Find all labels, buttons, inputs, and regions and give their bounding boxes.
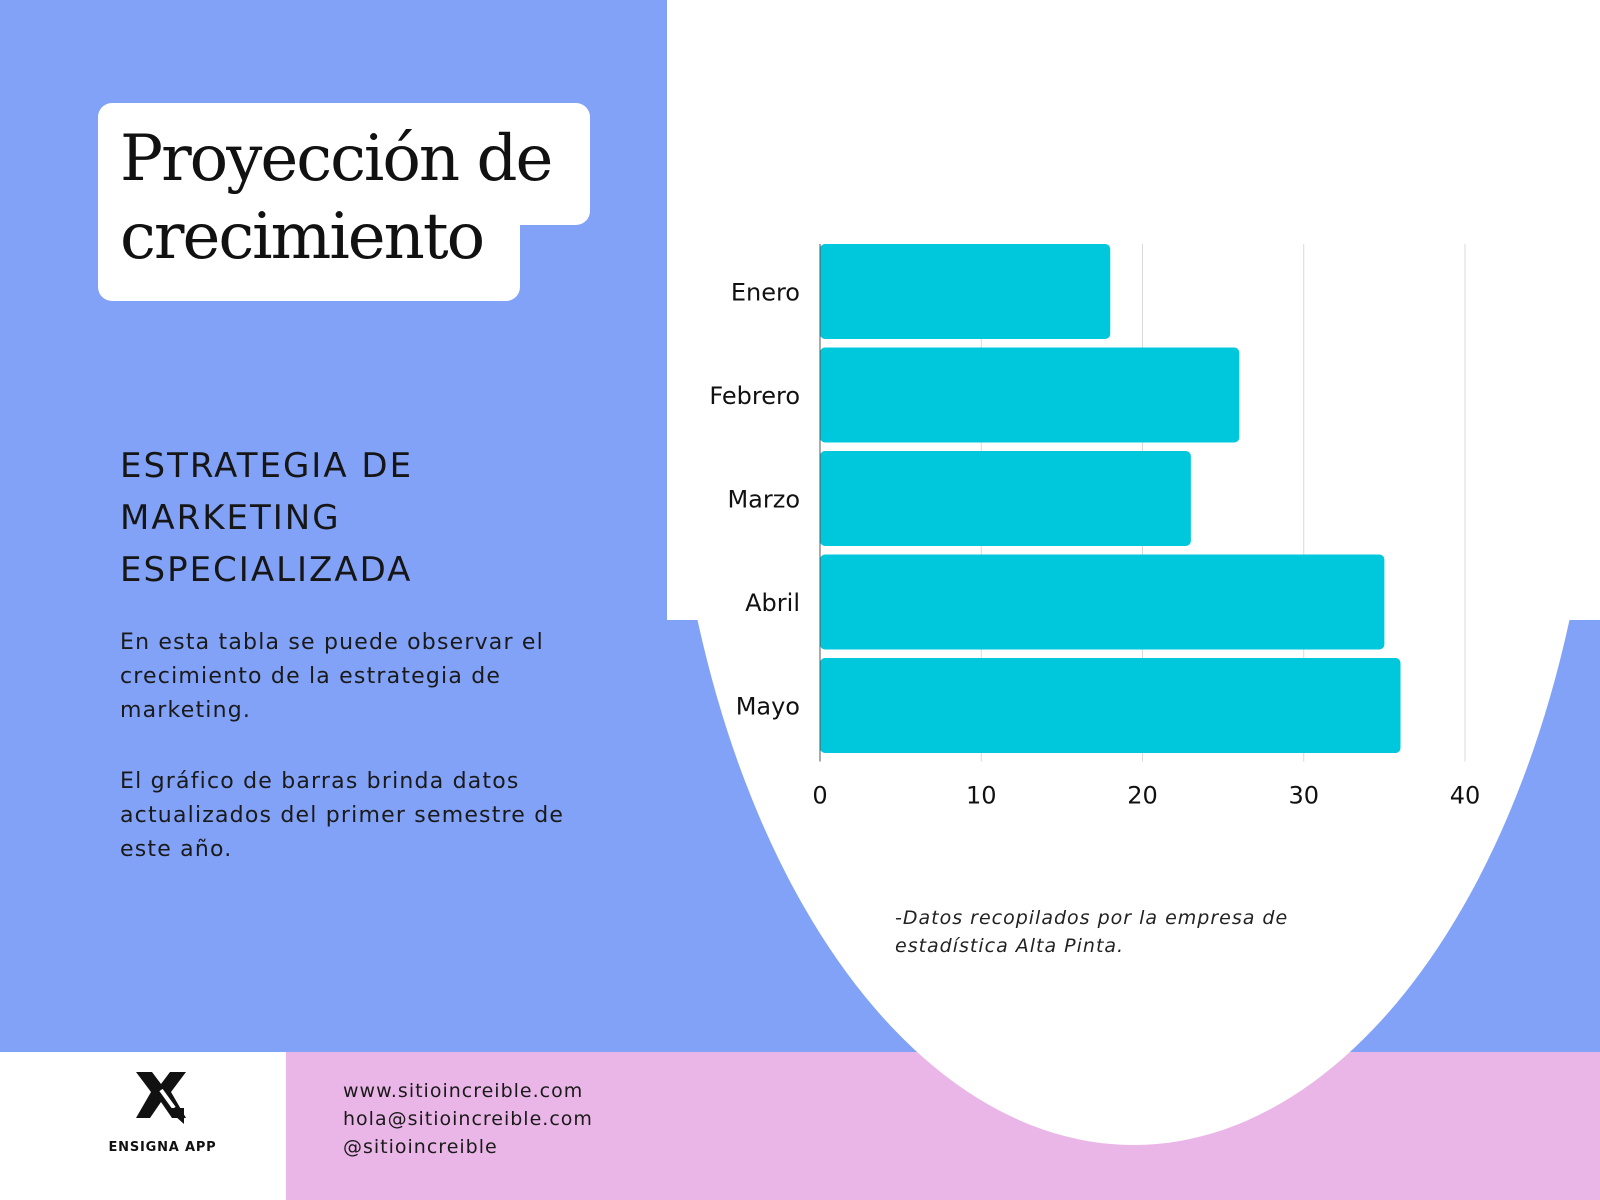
bar-abril bbox=[820, 554, 1385, 650]
page-title: Proyección de crecimiento bbox=[120, 122, 553, 274]
brand-name: ENSIGNA APP bbox=[108, 1140, 217, 1155]
contact-social[interactable]: @sitioincreible bbox=[343, 1136, 498, 1158]
x-tick-label-20: 20 bbox=[1127, 782, 1158, 810]
contact-list: www.sitioincreible.com hola@sitioincreib… bbox=[343, 1077, 593, 1161]
bar-enero bbox=[820, 244, 1111, 339]
section-heading: ESTRATEGIA DE MARKETING ESPECIALIZADA bbox=[120, 446, 414, 590]
x-logo-icon bbox=[136, 1072, 186, 1124]
bar-marzo bbox=[820, 451, 1191, 546]
source-note: -Datos recopilados por la empresa de est… bbox=[895, 907, 1289, 957]
bar-febrero bbox=[820, 347, 1240, 443]
x-tick-label-30: 30 bbox=[1288, 782, 1319, 810]
bar-chart: Enero Febrero Marzo Abril Mayo 0 10 20 30 40 bbox=[709, 244, 1481, 810]
category-label-febrero: Febrero bbox=[709, 382, 800, 410]
description-paragraph-2: El gráfico de barras brinda datos actual… bbox=[120, 769, 565, 862]
description-paragraph-1: En esta tabla se puede observar el creci… bbox=[120, 630, 544, 723]
x-tick-label-40: 40 bbox=[1450, 782, 1481, 810]
x-tick-label-10: 10 bbox=[966, 782, 997, 810]
contact-email[interactable]: hola@sitioincreible.com bbox=[343, 1108, 593, 1130]
category-label-enero: Enero bbox=[731, 279, 800, 307]
category-label-abril: Abril bbox=[745, 589, 800, 617]
title-card-tail bbox=[98, 200, 520, 301]
x-tick-label-0: 0 bbox=[812, 782, 827, 810]
contact-website[interactable]: www.sitioincreible.com bbox=[343, 1080, 584, 1102]
category-label-mayo: Mayo bbox=[736, 693, 800, 721]
category-label-marzo: Marzo bbox=[727, 486, 800, 514]
bar-mayo bbox=[820, 658, 1401, 753]
footer-band bbox=[286, 1052, 1600, 1200]
